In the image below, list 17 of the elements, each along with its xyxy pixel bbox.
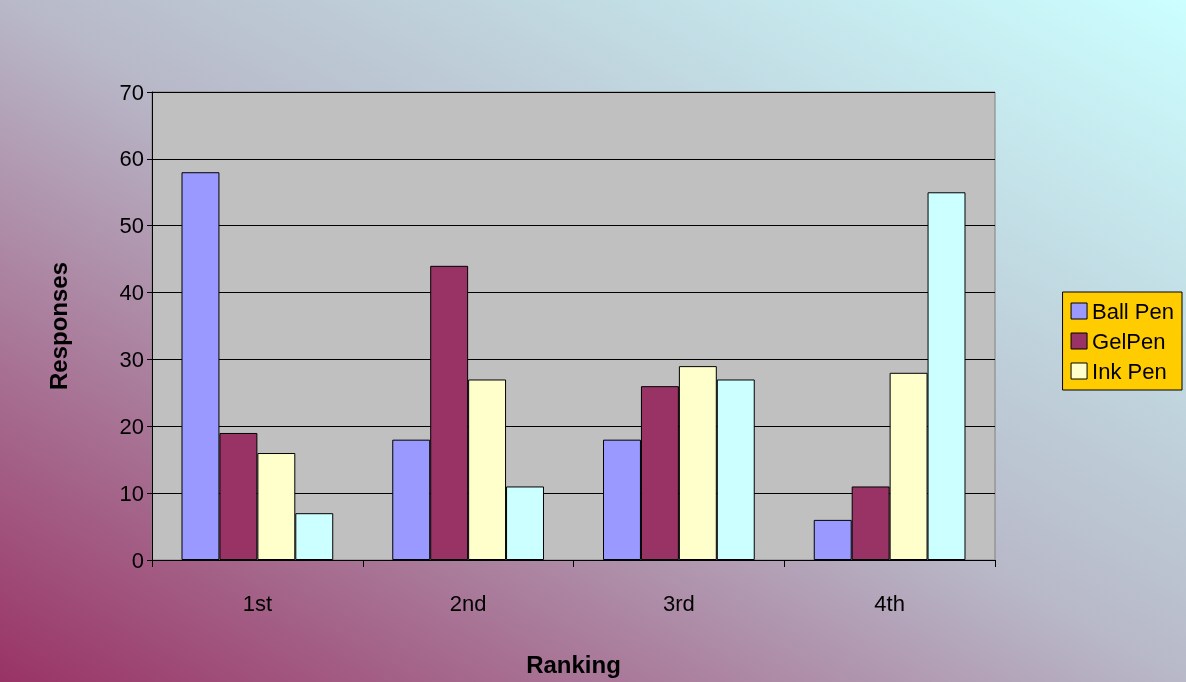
y-tick-label: 20 <box>119 413 144 439</box>
y-tick-label: 70 <box>119 79 144 105</box>
x-axis-title: Ranking <box>526 650 621 678</box>
x-tick-label: 4th <box>874 590 905 616</box>
x-tick-label: 2nd <box>449 590 487 616</box>
legend-label: GelPen <box>1092 328 1166 354</box>
y-tick-label: 40 <box>119 280 144 306</box>
legend-label: Ink Pen <box>1092 358 1167 384</box>
y-axis-title: Responses <box>44 261 72 391</box>
y-tick-label: 60 <box>119 146 144 172</box>
x-tick-label: 3rd <box>662 590 695 616</box>
legend-label: Ball Pen <box>1092 298 1175 324</box>
y-tick-label: 50 <box>119 213 144 239</box>
y-tick-label: 30 <box>119 346 144 372</box>
y-tick-label: 10 <box>119 480 144 506</box>
y-tick-label: 0 <box>131 547 144 573</box>
x-tick-label: 1st <box>242 590 273 616</box>
